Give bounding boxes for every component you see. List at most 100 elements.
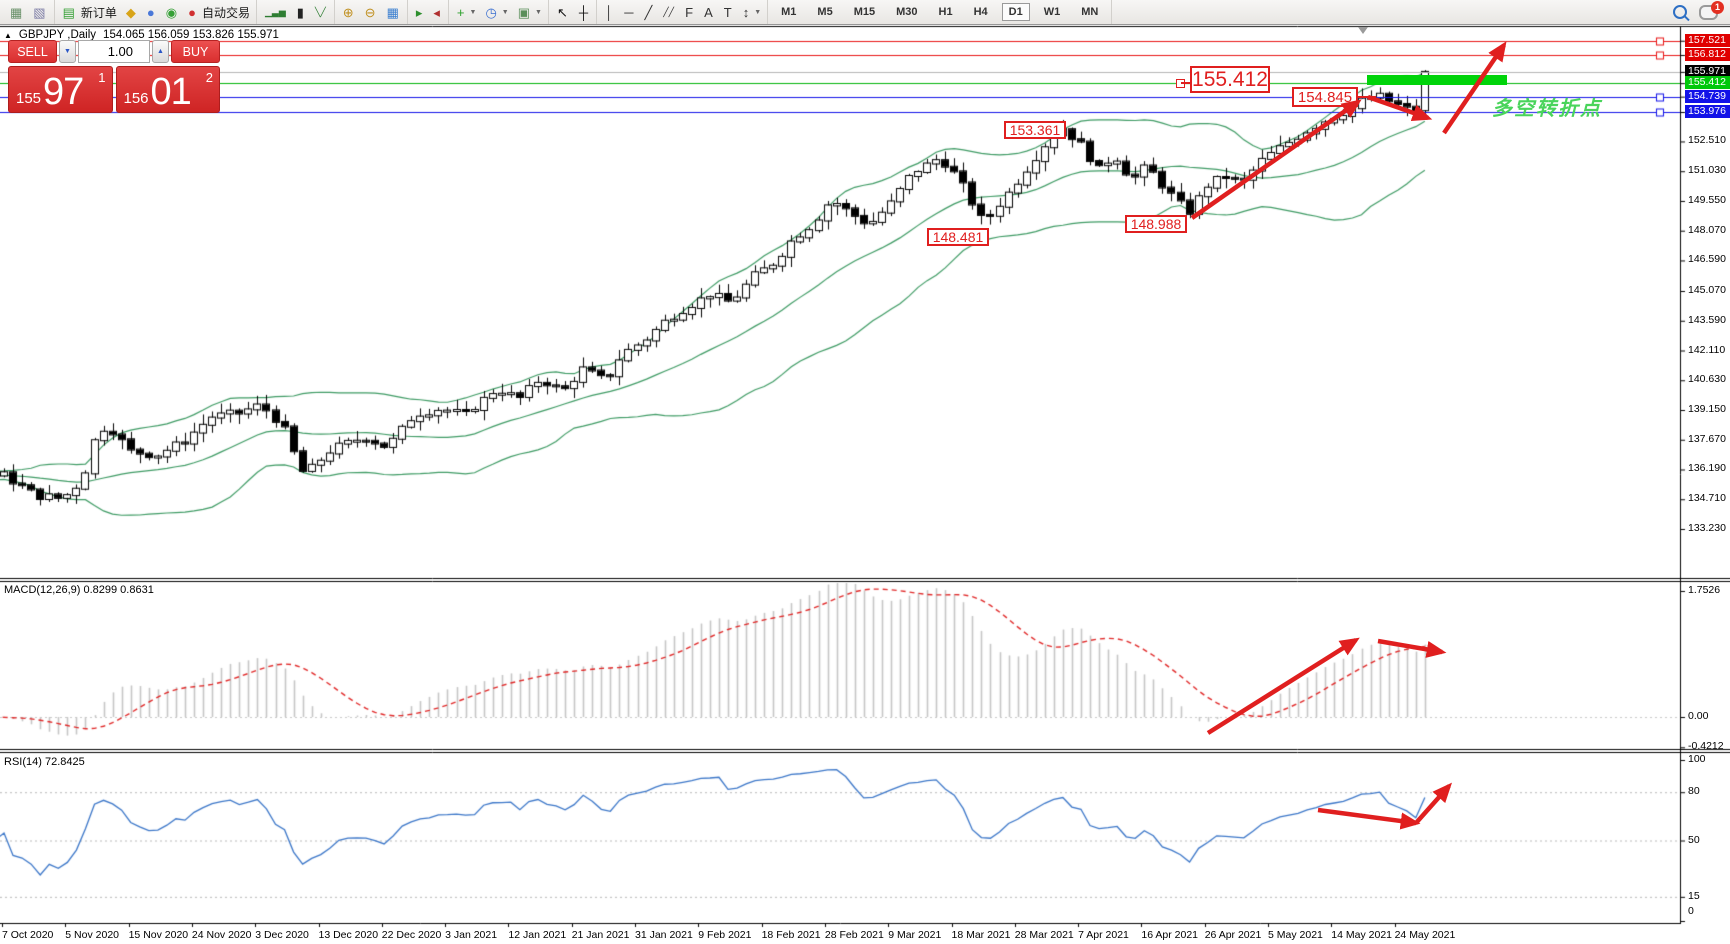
volume-input[interactable]: 1.00 xyxy=(78,40,150,63)
zoom-in-icon[interactable]: ⊕ xyxy=(342,4,354,20)
timeframe-h4[interactable]: H4 xyxy=(973,6,988,18)
ohlc-values: 154.065 156.059 153.826 155.971 xyxy=(103,29,279,41)
trendline-icon[interactable]: ╱ xyxy=(644,4,653,20)
date-label: 26 Apr 2021 xyxy=(1204,929,1262,941)
price-tick-label: 145.070 xyxy=(1688,284,1726,296)
notifications-icon[interactable]: 1 xyxy=(1699,0,1724,20)
candlestick-icon[interactable]: ▮ xyxy=(296,4,304,20)
rsi-tick-label: 0 xyxy=(1688,905,1694,917)
new-order-icon-label[interactable]: 新订单 xyxy=(80,5,117,20)
date-label: 22 Dec 2020 xyxy=(381,929,442,941)
toolbar-group: ▸ ◂ xyxy=(408,0,449,24)
price-tick-label: 142.110 xyxy=(1688,343,1726,356)
timeframe-mn[interactable]: MN xyxy=(1081,6,1099,18)
profiles-icon[interactable]: ▧ xyxy=(33,4,46,20)
sell-button[interactable]: SELL xyxy=(8,40,57,63)
shapes-icon-dropdown[interactable]: ▼ xyxy=(754,8,762,16)
search-icon[interactable] xyxy=(1673,5,1687,19)
chart-shift-marker[interactable] xyxy=(1358,27,1368,34)
timeframe-m15[interactable]: M15 xyxy=(853,6,876,18)
price-tick-label: 149.550 xyxy=(1688,193,1726,206)
toolbar-right: 1 xyxy=(1673,0,1728,20)
auto-scroll-icon[interactable]: ▸ xyxy=(415,4,423,20)
date-label: 13 Dec 2020 xyxy=(318,929,379,941)
price-badge: 155.412 xyxy=(1685,76,1730,90)
chart-header: ▲ GBPJPY ,Daily 154.065 156.059 153.826 … xyxy=(4,29,279,41)
rsi-indicator-label: RSI(14) 72.8425 xyxy=(4,756,85,768)
autotrading-icon-label[interactable]: 自动交易 xyxy=(201,5,250,20)
add-indicator-icon[interactable]: + xyxy=(456,4,465,20)
toolbar-group: ⊕ ⊖ ▦ xyxy=(335,0,408,24)
template-icon[interactable]: ▣ xyxy=(517,4,531,20)
template-icon-dropdown[interactable]: ▼ xyxy=(535,8,542,16)
signals-icon[interactable]: ◉ xyxy=(165,4,178,20)
timeframe-m5[interactable]: M5 xyxy=(817,6,833,18)
date-label: 9 Mar 2021 xyxy=(888,929,942,941)
tile-windows-icon[interactable]: ▦ xyxy=(386,4,399,20)
date-label: 31 Jan 2021 xyxy=(635,929,693,941)
period-icon[interactable]: ◷ xyxy=(485,4,497,20)
bar-chart-icon[interactable]: ▁▃▅ xyxy=(264,6,286,17)
one-click-trading-panel: SELL ▼ 1.00 ▲ BUY 155 97 1 156 01 2 xyxy=(8,40,220,113)
new-order-icon[interactable]: ▤ xyxy=(62,4,75,20)
timeframe-m1[interactable]: M1 xyxy=(781,6,797,18)
price-tick-label: 152.510 xyxy=(1688,134,1726,147)
timeframe-m30[interactable]: M30 xyxy=(896,6,918,18)
timeframe-h1[interactable]: H1 xyxy=(938,6,953,18)
macd-indicator-label: MACD(12,26,9) 0.8299 0.8631 xyxy=(4,584,154,596)
date-label: 21 Jan 2021 xyxy=(571,929,630,941)
date-label: 7 Apr 2021 xyxy=(1078,929,1129,941)
market-watch-icon[interactable]: ◆ xyxy=(125,4,136,20)
buy-price-prefix: 156 xyxy=(123,90,149,107)
crosshair-icon[interactable]: ┼ xyxy=(578,4,589,20)
price-badge: 154.739 xyxy=(1685,89,1730,103)
sell-price-main: 97 xyxy=(43,71,84,113)
toolbar-group: ▦ ▧ xyxy=(2,0,55,24)
timeframe-d1[interactable]: D1 xyxy=(1001,3,1030,21)
buy-price-main: 01 xyxy=(150,71,192,113)
date-label: 15 Nov 2020 xyxy=(128,929,189,941)
sell-price-pip: 1 xyxy=(98,70,106,85)
price-tick-label: 137.670 xyxy=(1688,432,1726,445)
date-label: 9 Feb 2021 xyxy=(698,929,752,941)
period-icon-dropdown[interactable]: ▼ xyxy=(501,8,509,16)
zoom-out-icon[interactable]: ⊖ xyxy=(364,4,376,20)
collapse-panel-arrow[interactable]: ▲ xyxy=(4,31,12,40)
price-badge: 156.812 xyxy=(1685,47,1730,61)
turning-point-note: 多空转折点 xyxy=(1492,98,1602,120)
horizontal-line-icon[interactable]: ─ xyxy=(624,4,634,20)
date-label: 5 May 2021 xyxy=(1268,929,1323,941)
toolbar-group: + ▼ ◷ ▼ ▣ ▼ xyxy=(449,0,549,24)
add-indicator-icon-dropdown[interactable]: ▼ xyxy=(469,8,477,16)
vertical-line-icon[interactable]: │ xyxy=(605,4,614,20)
price-badge: 153.976 xyxy=(1685,105,1730,118)
buy-button[interactable]: BUY xyxy=(171,40,220,63)
rsi-tick-label: 15 xyxy=(1688,889,1700,902)
price-callout-label: 148.481 xyxy=(927,228,989,246)
label-icon[interactable]: T xyxy=(723,4,732,20)
rsi-tick-label: 50 xyxy=(1688,833,1700,846)
buy-price-button[interactable]: 156 01 2 xyxy=(115,66,220,113)
cursor-icon[interactable]: ↖ xyxy=(556,4,568,20)
channel-icon[interactable]: ╱╱ xyxy=(663,6,675,17)
shapes-icon[interactable]: ↕ xyxy=(742,4,750,20)
volume-increase-button[interactable]: ▲ xyxy=(152,40,169,63)
autotrading-icon[interactable]: ● xyxy=(188,4,196,20)
price-tick-label: 134.710 xyxy=(1688,492,1726,505)
price-tick-label: 140.630 xyxy=(1688,373,1726,386)
sell-price-button[interactable]: 155 97 1 xyxy=(8,66,113,113)
volume-decrease-button[interactable]: ▼ xyxy=(59,40,76,63)
text-icon[interactable]: A xyxy=(704,4,713,20)
date-label: 14 May 2021 xyxy=(1331,929,1393,941)
chart-shift-icon[interactable]: ◂ xyxy=(433,4,440,20)
timeframe-w1[interactable]: W1 xyxy=(1043,6,1061,18)
date-label: 18 Mar 2021 xyxy=(951,929,1011,941)
price-axis[interactable]: 157.521 156.812 155.971 155.412 154.739 153.9… xyxy=(1682,0,1730,944)
date-label: 18 Feb 2021 xyxy=(761,929,821,941)
price-badge: 155.971 xyxy=(1685,64,1730,78)
line-chart-icon[interactable]: ╲╱ xyxy=(314,6,326,17)
fibonacci-icon[interactable]: F xyxy=(685,4,694,20)
community-icon[interactable]: ● xyxy=(146,4,155,20)
chart-window-icon[interactable]: ▦ xyxy=(10,4,23,20)
